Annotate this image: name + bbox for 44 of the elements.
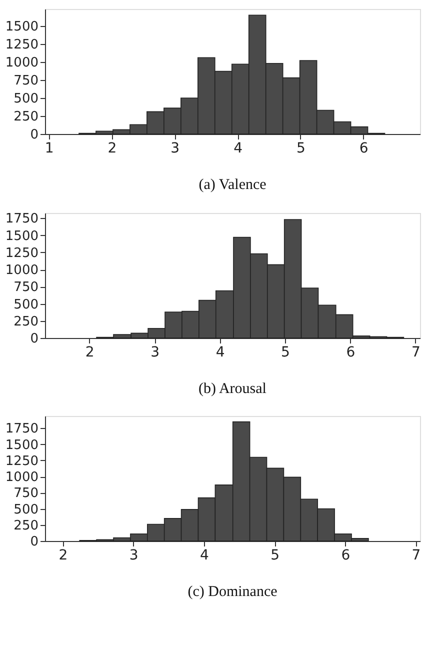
x-tick-label: 5 bbox=[296, 140, 306, 156]
y-tick-label: 250 bbox=[14, 314, 38, 330]
x-tick-label: 3 bbox=[129, 548, 138, 564]
x-tick-label: 6 bbox=[346, 344, 356, 360]
y-tick-label: 750 bbox=[14, 73, 38, 88]
x-tick-label: 4 bbox=[216, 344, 225, 360]
text: (a) Valence bbox=[198, 177, 267, 193]
x-tick-label: 7 bbox=[411, 344, 420, 360]
y-tick-label: 1750 bbox=[5, 212, 38, 227]
y-tick-label: 1250 bbox=[5, 37, 38, 52]
x-tick-label: 1 bbox=[44, 140, 54, 156]
y-tick-label: 750 bbox=[14, 280, 38, 296]
y-tick-label: 1500 bbox=[5, 438, 38, 453]
y-tick-label: 1000 bbox=[5, 470, 38, 486]
x-tick-label: 3 bbox=[170, 140, 180, 156]
x-tick-label: 6 bbox=[359, 140, 368, 156]
x-tick-label: 2 bbox=[58, 548, 68, 564]
y-tick-label: 1500 bbox=[5, 228, 38, 244]
y-tick-label: 1750 bbox=[5, 422, 38, 437]
x-tick-label: 4 bbox=[234, 140, 243, 156]
y-tick-label: 500 bbox=[14, 502, 38, 518]
y-tick-label: 1000 bbox=[5, 263, 38, 278]
text: (c) Dominance bbox=[188, 584, 278, 600]
y-tick-label: 250 bbox=[14, 109, 38, 124]
x-tick-label: 6 bbox=[341, 548, 350, 564]
y-tick-label: 750 bbox=[14, 486, 38, 502]
y-tick-label: 0 bbox=[30, 534, 38, 550]
y-tick-label: 1500 bbox=[5, 19, 38, 34]
y-tick-label: 0 bbox=[30, 332, 38, 346]
x-tick-label: 4 bbox=[200, 548, 209, 564]
y-tick-label: 1250 bbox=[5, 246, 38, 261]
x-tick-label: 5 bbox=[270, 548, 280, 564]
x-tick-label: 2 bbox=[85, 344, 94, 360]
y-tick-label: 1000 bbox=[5, 55, 38, 70]
x-tick-label: 2 bbox=[108, 140, 117, 156]
x-tick-label: 5 bbox=[281, 344, 290, 360]
y-tick-label: 250 bbox=[14, 518, 38, 534]
x-tick-label: 3 bbox=[150, 344, 160, 360]
x-tick-label: 7 bbox=[412, 548, 421, 564]
text: (b) Arousal bbox=[198, 381, 266, 397]
y-tick-label: 0 bbox=[30, 128, 38, 142]
y-tick-label: 500 bbox=[14, 297, 38, 312]
y-tick-label: 1250 bbox=[5, 454, 38, 469]
y-tick-label: 500 bbox=[14, 91, 38, 106]
